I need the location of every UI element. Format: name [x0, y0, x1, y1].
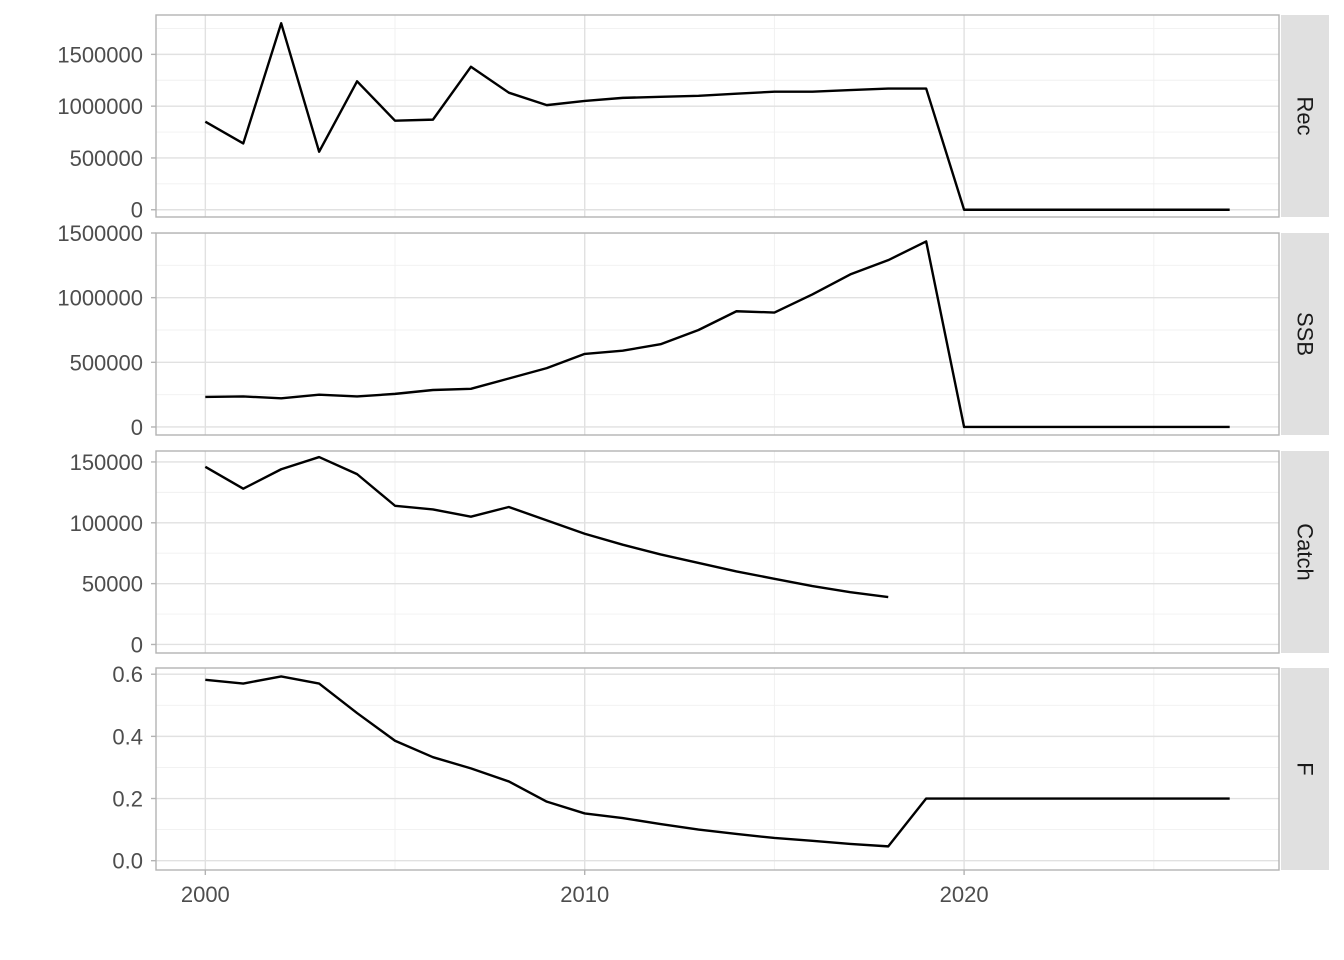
y-tick-label: 100000 [70, 511, 143, 536]
series-line-f [205, 675, 1230, 848]
x-tick-label: 2020 [940, 882, 989, 907]
facet-strip-label: Catch [1293, 523, 1318, 580]
facet-strip-label: F [1293, 762, 1318, 775]
panel-grid [156, 233, 1279, 435]
y-tick-label: 0 [131, 198, 143, 223]
y-tick-label: 150000 [70, 450, 143, 475]
panel-rec: 0 500000 1000000 1500000 Rec [57, 14, 1329, 223]
y-tick-label: 500000 [70, 350, 143, 375]
panel-border [155, 450, 1280, 654]
facet-strip [1281, 451, 1329, 653]
facet-strip [1281, 15, 1329, 217]
y-tick-label: 0.6 [112, 662, 143, 687]
panel-f: 0.0 0.2 0.4 0.6 F [112, 662, 1329, 874]
facet-strip [1281, 233, 1329, 435]
panel-ssb: 0 500000 1000000 1500000 SSB [57, 221, 1329, 440]
panel-border [155, 14, 1280, 218]
panel-grid [156, 451, 1279, 653]
y-tick-label: 1000000 [57, 94, 143, 119]
panel-border [155, 232, 1280, 436]
y-tick-label: 0 [131, 632, 143, 657]
facet-strip [1281, 668, 1329, 870]
facet-strip-label: Rec [1293, 96, 1318, 135]
y-tick-label: 0 [131, 415, 143, 440]
panel-grid [156, 15, 1279, 217]
x-axis: 2000 2010 2020 [181, 870, 989, 907]
series-line-rec [204, 22, 1230, 211]
x-tick-label: 2010 [560, 882, 609, 907]
facet-strip-label: SSB [1293, 312, 1318, 356]
y-tick-label: 1500000 [57, 42, 143, 67]
series-line-ssb [205, 240, 1230, 429]
panel-border [155, 667, 1280, 871]
y-tick-label: 0.4 [112, 724, 143, 749]
x-tick-label: 2000 [181, 882, 230, 907]
panel-grid [156, 668, 1279, 870]
y-tick-label: 0.2 [112, 787, 143, 812]
y-tick-label: 1500000 [57, 221, 143, 246]
panel-catch: 0 50000 100000 150000 Catch [70, 450, 1329, 657]
series-line-catch [204, 455, 889, 599]
y-tick-label: 0.0 [112, 849, 143, 874]
y-tick-label: 50000 [82, 572, 143, 597]
y-tick-label: 500000 [70, 146, 143, 171]
y-tick-label: 1000000 [57, 286, 143, 311]
